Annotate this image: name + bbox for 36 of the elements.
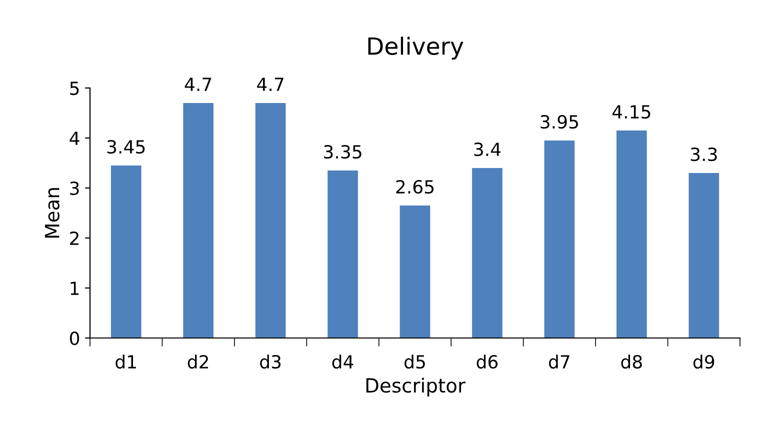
y-axis-title: Mean (45, 188, 60, 238)
bar (183, 103, 214, 338)
x-tick-label: d6 (476, 354, 498, 369)
y-tick-label: 3 (70, 181, 79, 196)
y-tick-label: 0 (70, 331, 80, 346)
y-tick-label: 2 (70, 231, 78, 245)
x-tick-label: d4 (332, 354, 354, 369)
data-label: 3.4 (474, 142, 501, 156)
x-tick-label: d3 (260, 354, 281, 369)
bar (616, 130, 647, 338)
bar (110, 166, 142, 338)
y-tick-label: 5 (70, 82, 79, 96)
bar (472, 168, 502, 338)
x-tick-label: d1 (116, 354, 136, 369)
x-tick-label: d5 (404, 354, 425, 369)
x-tick-label: d8 (621, 354, 642, 369)
data-label: 4.7 (184, 78, 212, 91)
y-tick-label: 4 (70, 132, 80, 145)
data-label: 3.45 (107, 140, 145, 154)
bar (255, 103, 286, 338)
data-label: 3.95 (540, 115, 578, 129)
data-label: 3.35 (324, 145, 362, 159)
x-tick-label: d9 (693, 354, 714, 369)
bar (400, 206, 430, 338)
x-tick-label: d2 (188, 354, 208, 369)
data-label: 4.7 (257, 78, 284, 91)
bar (544, 140, 575, 338)
bar (328, 170, 358, 338)
data-label: 4.15 (612, 105, 650, 119)
data-label: 3.3 (690, 148, 717, 162)
x-tick-label: d7 (548, 354, 570, 369)
x-axis-title: Descriptor (366, 378, 466, 397)
data-label: 2.65 (396, 180, 434, 194)
chart-title: Delivery (368, 36, 464, 60)
y-tick-label: 1 (70, 282, 79, 295)
bar (688, 173, 720, 338)
